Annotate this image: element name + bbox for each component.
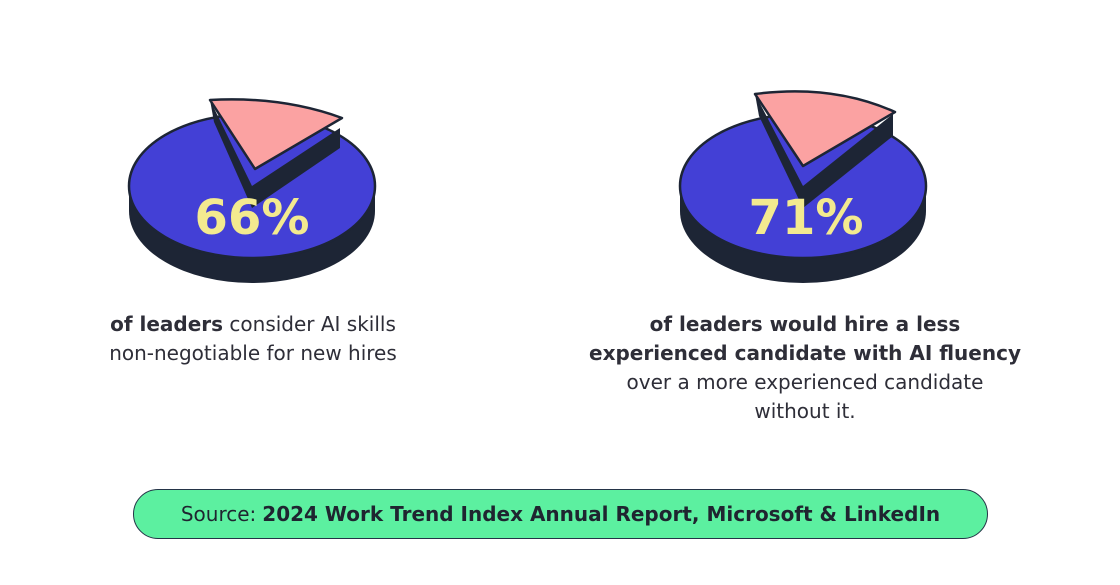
percent-label-66: 66%	[195, 190, 310, 246]
caption-71-bold-2: experienced candidate with AI fluency	[560, 339, 1050, 368]
pie-66-slice-side	[210, 100, 252, 208]
caption-66-rest-2: non-negotiable for new hires	[109, 341, 397, 365]
caption-71-rest-1: over a more experienced candidate	[626, 370, 984, 394]
pie-71-slice	[753, 90, 897, 168]
caption-71-bold-1: of leaders would hire a less	[560, 310, 1050, 339]
caption-71-bold-text-2: experienced candidate with AI fluency	[589, 341, 1021, 365]
caption-71-rest-2: without it.	[754, 399, 856, 423]
caption-71: of leaders would hire a less experienced…	[560, 310, 1050, 426]
pie-chart-71: 71%	[678, 90, 928, 283]
caption-66-line-1: of leaders consider AI skills	[50, 310, 456, 339]
caption-66-rest-1: consider AI skills	[229, 312, 396, 336]
pie-66-slice-side2	[252, 128, 340, 208]
source-title: 2024 Work Trend Index Annual Report, Mic…	[262, 502, 941, 526]
pie-chart-66: 66%	[127, 98, 377, 283]
caption-71-bold-text-1: of leaders would hire a less	[649, 312, 961, 336]
pie-71-slice-side	[755, 94, 803, 208]
source-badge: Source: 2024 Work Trend Index Annual Rep…	[133, 489, 988, 539]
source-prefix: Source:	[180, 502, 257, 526]
pie-66-slice	[208, 98, 344, 171]
percent-label-71: 71%	[749, 190, 864, 246]
caption-66: of leaders consider AI skills non-negoti…	[50, 310, 456, 368]
caption-66-bold: of leaders	[110, 312, 224, 336]
pie-71-slice-side2	[803, 114, 893, 208]
